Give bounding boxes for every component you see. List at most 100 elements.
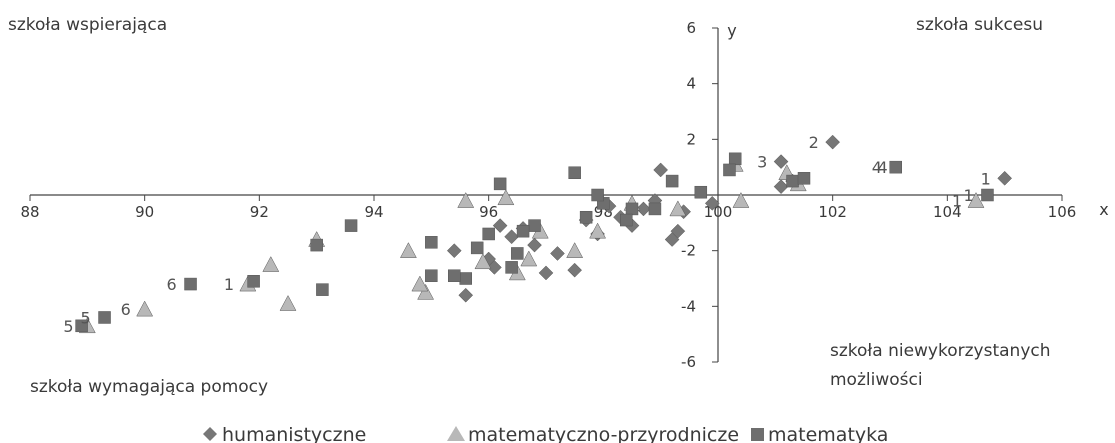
point-humanistyczne — [446, 243, 462, 259]
point-matematyczno-przyrodnicze — [457, 192, 475, 208]
point-matematyka — [625, 202, 639, 216]
point-matematyczno-przyrodnicze — [669, 200, 687, 217]
legend-square-icon — [751, 428, 764, 441]
x-tick-label: 94 — [364, 203, 383, 221]
quadrant-label-top-right: szkoła sukcesu — [916, 15, 1043, 35]
point-humanistyczne — [527, 237, 542, 253]
quadrant-label-bottom-right-line2: możliwości — [830, 370, 923, 390]
y-axis-label: y — [727, 21, 736, 40]
point-humanistyczne — [458, 287, 474, 303]
point-number-label: 1 — [224, 275, 234, 294]
point-matematyczno-przyrodnicze — [411, 275, 429, 292]
point-humanistyczne — [653, 162, 669, 178]
point-matematyka — [648, 202, 662, 216]
x-tick-label: 104 — [933, 203, 962, 221]
point-matematyka — [797, 172, 811, 185]
y-tick-label: -4 — [681, 297, 696, 315]
y-tick-label: 2 — [686, 130, 696, 148]
point-humanistyczne — [492, 218, 508, 233]
quadrant-label-bottom-right-line1: szkoła niewykorzystanych — [830, 341, 1051, 361]
legend-diamond-icon — [203, 427, 217, 441]
point-matematyczno-przyrodnicze — [399, 242, 417, 258]
point-matematyka — [889, 160, 902, 174]
point-number-label: 3 — [757, 153, 767, 172]
point-number-label: 1 — [981, 169, 991, 188]
legend-label-humanistyczne: humanistyczne — [222, 424, 366, 443]
legend: humanistyczne matematyczno-przyrodnicze … — [203, 424, 888, 443]
x-tick-label: 102 — [818, 203, 847, 221]
legend-label-matematyka: matematyka — [768, 424, 888, 443]
point-matematyka — [568, 166, 581, 179]
point-matematyczno-przyrodnicze — [520, 250, 538, 267]
point-number-label: 5 — [63, 317, 73, 336]
point-number-label: 5 — [81, 308, 91, 327]
point-matematyka — [786, 174, 799, 188]
data-points — [75, 134, 1013, 334]
point-matematyczno-przyrodnicze — [417, 283, 435, 300]
point-matematyka — [459, 272, 472, 285]
point-matematyczno-przyrodnicze — [474, 253, 492, 270]
point-matematyka — [665, 174, 679, 188]
point-matematyka — [728, 152, 742, 166]
x-tick-label: 106 — [1048, 203, 1077, 221]
point-humanistyczne — [773, 154, 789, 169]
point-matematyka — [310, 238, 323, 252]
point-matematyka — [448, 269, 461, 282]
point-humanistyczne — [550, 246, 565, 261]
x-tick-label: 90 — [135, 203, 154, 221]
point-matematyka — [516, 224, 530, 238]
point-matematyka — [528, 219, 541, 232]
point-humanistyczne — [487, 260, 502, 275]
point-matematyka — [344, 219, 358, 232]
point-matematyczno-przyrodnicze — [732, 192, 750, 208]
point-matematyka — [723, 163, 736, 177]
point-matematyka — [425, 236, 438, 249]
point-matematyka — [247, 275, 260, 288]
x-axis-label: x — [1099, 200, 1108, 219]
point-humanistyczne — [997, 170, 1013, 186]
y-tick-label: -2 — [681, 242, 696, 260]
point-matematyka — [184, 277, 197, 291]
point-matematyka — [316, 283, 329, 296]
quadrant-label-top-left: szkoła wspierająca — [8, 15, 167, 35]
point-humanistyczne — [773, 179, 789, 195]
point-matematyka — [981, 188, 994, 202]
legend-label-matematyczno-przyrodnicze: matematyczno-przyrodnicze — [468, 424, 739, 443]
point-matematyka — [591, 188, 604, 202]
point-matematyka — [511, 247, 524, 260]
y-tick-label: 6 — [686, 19, 696, 37]
point-matematyka — [579, 211, 593, 224]
quadrant-label-bottom-left: szkoła wymagająca pomocy — [30, 377, 268, 397]
point-matematyczno-przyrodnicze — [497, 189, 515, 206]
x-tick-label: 88 — [20, 203, 39, 221]
point-matematyczno-przyrodnicze — [262, 256, 280, 272]
point-matematyka — [425, 269, 438, 282]
point-matematyczno-przyrodnicze — [566, 242, 584, 258]
point-matematyka — [493, 177, 507, 191]
point-number-label: 6 — [121, 300, 131, 319]
point-matematyczno-przyrodnicze — [967, 192, 985, 208]
point-number-label: 6 — [167, 275, 177, 294]
point-labels: 2 3 1 4 1 6 1 5 4 1 6 5 — [63, 133, 991, 336]
point-number-label: 2 — [809, 133, 819, 152]
x-tick-label: 96 — [479, 203, 498, 221]
point-humanistyczne — [704, 195, 720, 211]
point-matematyczno-przyrodnicze — [136, 300, 154, 317]
point-matematyka — [470, 241, 484, 255]
legend-triangle-icon — [447, 426, 465, 441]
point-number-label: 1 — [952, 192, 962, 211]
point-matematyka — [505, 261, 518, 274]
x-tick-label: 92 — [250, 203, 269, 221]
point-humanistyczne — [567, 262, 583, 278]
y-tick-label: 4 — [686, 75, 696, 93]
point-number-label: 4 — [877, 158, 887, 177]
point-matematyka — [620, 213, 633, 227]
point-matematyczno-przyrodnicze — [589, 222, 607, 239]
y-tick-label: -6 — [681, 353, 696, 371]
point-humanistyczne — [504, 229, 519, 245]
point-humanistyczne — [538, 265, 554, 281]
point-matematyczno-przyrodnicze — [279, 295, 297, 311]
point-matematyka — [98, 311, 111, 324]
